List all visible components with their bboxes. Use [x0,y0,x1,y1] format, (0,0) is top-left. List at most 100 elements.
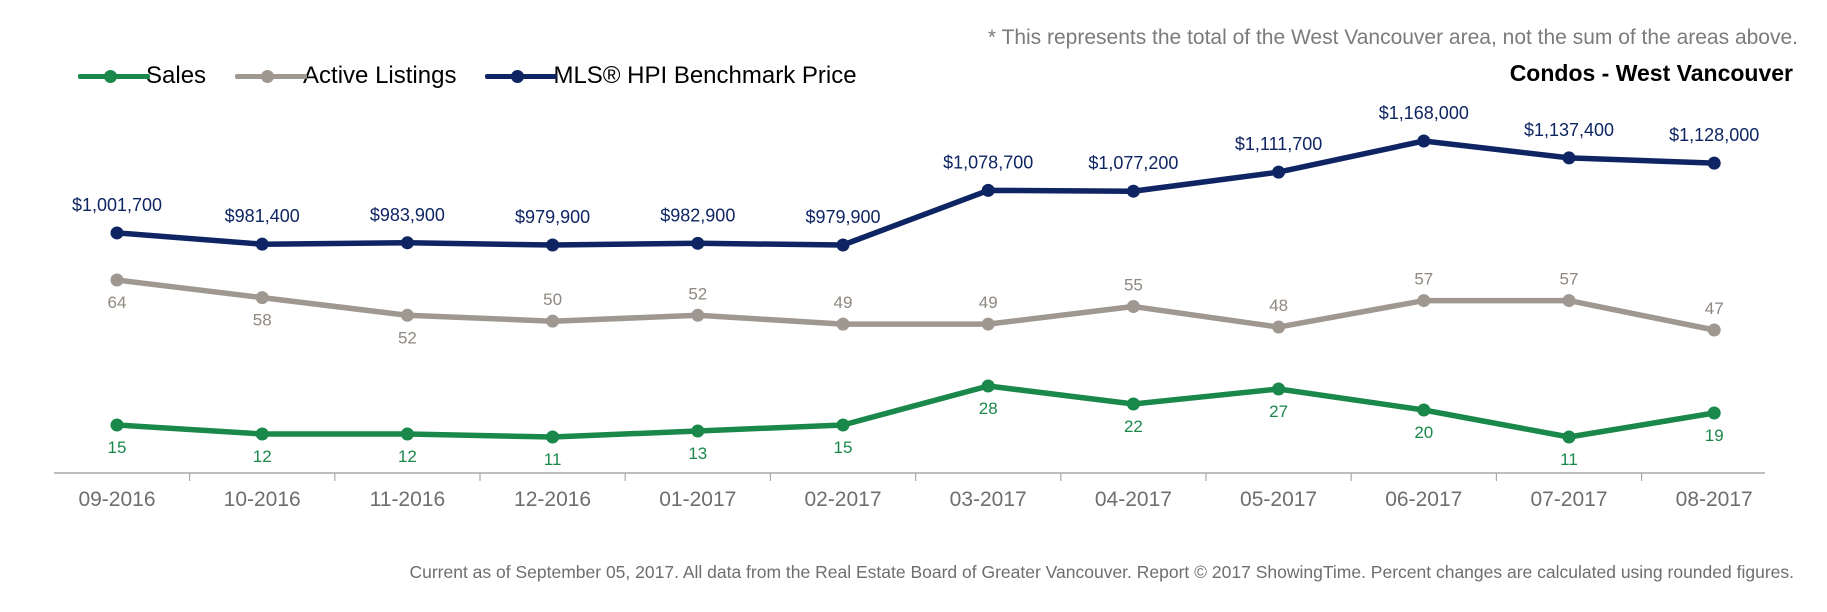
chart-legend: Sales Active Listings MLS® HPI Benchmark… [78,62,886,90]
data-point-sales [1707,406,1721,420]
data-point-benchmark-price [1417,134,1431,148]
data-label-active-listings: 49 [979,293,998,312]
data-point-benchmark-price [1126,184,1140,198]
data-label-benchmark-price: $1,168,000 [1379,103,1469,123]
data-label-active-listings: 47 [1705,299,1724,318]
legend-label-active-listings: Active Listings [303,62,457,89]
data-label-sales: 20 [1414,423,1433,442]
data-point-active-listings [1126,299,1140,313]
data-point-sales [546,430,560,444]
data-point-benchmark-price [110,226,124,240]
data-label-sales: 12 [398,447,417,466]
data-label-active-listings: 58 [253,311,272,330]
data-label-sales: 22 [1124,417,1143,436]
data-point-benchmark-price [400,236,414,250]
data-point-active-listings [981,317,995,331]
data-label-active-listings: 52 [398,328,417,347]
data-point-active-listings [546,314,560,328]
data-point-active-listings [1707,323,1721,337]
data-point-active-listings [110,273,124,287]
data-point-benchmark-price [1707,156,1721,170]
series-line-sales [114,383,1717,440]
data-label-active-listings: 64 [108,293,127,312]
series-line-benchmark-price [114,138,1717,248]
series-line-active-listings [114,277,1717,333]
data-point-sales [1126,397,1140,411]
x-tick-label: 03-2017 [950,488,1027,511]
data-label-benchmark-price: $979,900 [515,207,590,227]
data-label-sales: 11 [1560,450,1578,469]
data-point-sales [400,427,414,441]
data-label-benchmark-price: $1,137,400 [1524,120,1614,140]
data-point-sales [691,424,705,438]
x-tick-label: 11-2016 [370,488,446,511]
data-point-active-listings [255,291,269,305]
data-point-benchmark-price [1272,165,1286,179]
legend-label-sales: Sales [146,62,207,89]
data-point-benchmark-price [981,183,995,197]
data-point-benchmark-price [1562,151,1576,165]
data-point-sales [836,418,850,432]
data-label-benchmark-price: $1,111,700 [1235,134,1322,154]
data-label-active-listings: 52 [688,284,707,303]
x-tick-label: 06-2017 [1385,488,1462,511]
data-point-benchmark-price [691,236,705,250]
data-label-sales: 27 [1269,402,1288,421]
data-point-sales [110,418,124,432]
data-label-benchmark-price: $982,900 [660,205,735,225]
data-label-active-listings: 48 [1269,296,1288,315]
data-point-active-listings [400,308,414,322]
data-point-active-listings [1272,320,1286,334]
data-label-benchmark-price: $979,900 [805,207,880,227]
legend-swatch-benchmark-price [485,62,558,90]
data-point-active-listings [1562,294,1576,308]
data-label-active-listings: 49 [834,293,853,312]
data-point-benchmark-price [836,238,850,252]
legend-swatch-active-listings [235,62,308,90]
legend-label-benchmark-price: MLS® HPI Benchmark Price [553,62,857,89]
legend-swatch-sales [78,62,150,90]
x-tick-label: 01-2017 [659,488,736,511]
x-tick-label: 05-2017 [1240,488,1317,511]
data-label-sales: 19 [1705,426,1724,445]
x-tick-label: 08-2017 [1676,488,1753,511]
data-label-active-listings: 55 [1124,275,1143,294]
data-label-benchmark-price: $1,001,700 [72,195,162,215]
data-point-sales [1417,403,1431,417]
data-label-sales: 11 [544,450,562,469]
data-point-benchmark-price [546,238,560,252]
data-label-active-listings: 57 [1560,270,1579,289]
data-label-benchmark-price: $1,128,000 [1669,125,1759,145]
data-label-active-listings: 57 [1414,270,1433,289]
data-label-benchmark-price: $981,400 [225,206,300,226]
data-point-active-listings [691,308,705,322]
chart-footer: Current as of September 05, 2017. All da… [409,562,1794,582]
x-tick-label: 07-2017 [1530,488,1607,511]
data-label-sales: 15 [108,438,127,457]
data-label-sales: 15 [834,438,853,457]
chart-subtitle: Condos - West Vancouver [1509,60,1793,86]
x-tick-label: 10-2016 [224,488,301,511]
data-label-sales: 13 [688,444,707,463]
data-point-active-listings [836,317,850,331]
data-label-sales: 28 [979,399,998,418]
data-point-sales [1272,382,1286,396]
x-tick-label: 02-2017 [804,488,881,511]
legend-item-active-listings: Active Listings [235,62,456,90]
data-point-sales [255,427,269,441]
data-label-benchmark-price: $1,077,200 [1088,153,1178,173]
data-point-sales [1562,430,1576,444]
x-tick-label: 12-2016 [514,488,591,511]
data-point-sales [981,379,995,393]
data-label-sales: 12 [253,447,272,466]
data-point-benchmark-price [255,237,269,251]
chart-note: * This represents the total of the West … [987,26,1798,49]
data-label-benchmark-price: $983,900 [370,205,445,225]
x-tick-label: 04-2017 [1095,488,1172,511]
legend-item-benchmark-price: MLS® HPI Benchmark Price [485,62,857,90]
data-point-active-listings [1417,294,1431,308]
data-label-benchmark-price: $1,078,700 [943,152,1033,172]
legend-item-sales: Sales [78,62,206,90]
x-tick-label: 09-2016 [78,488,155,511]
